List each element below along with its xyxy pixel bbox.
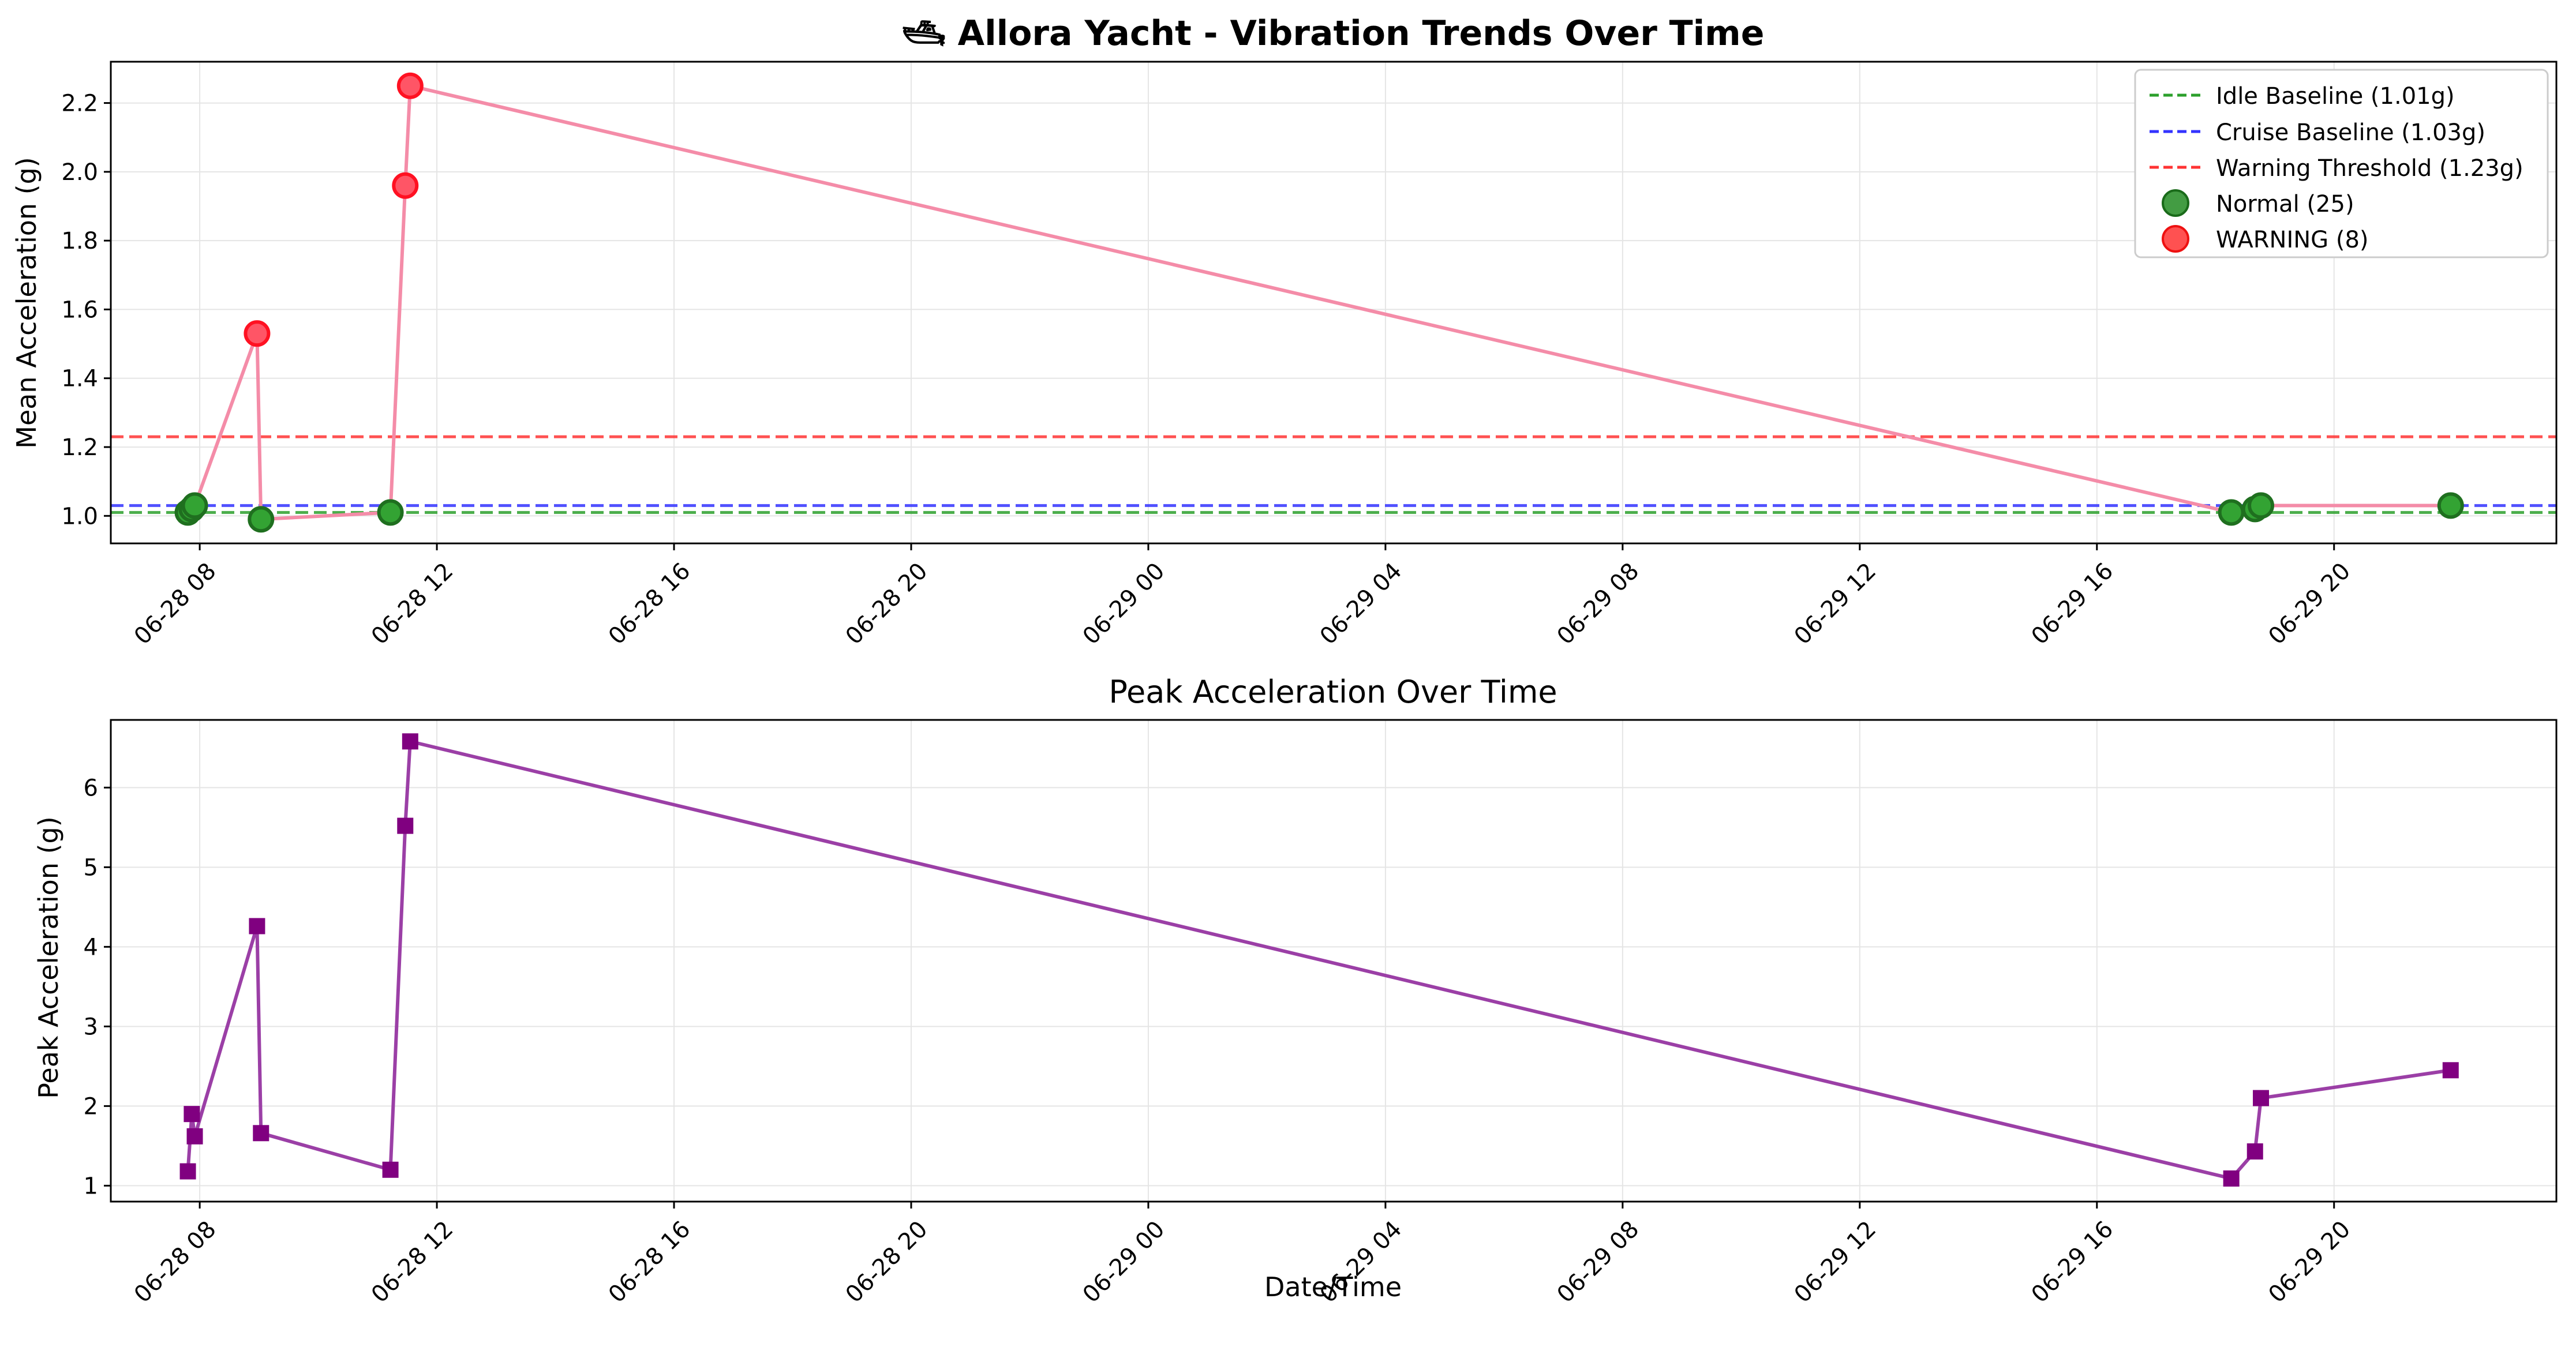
peak-y-tick-label: 2	[84, 1093, 98, 1120]
mean-point-warning	[392, 172, 419, 199]
mean-y-tick-label: 1.8	[61, 228, 98, 254]
mean-chart-title: 🛥 Allora Yacht - Vibration Trends Over T…	[902, 13, 1765, 54]
x-axis-label: Date/Time	[1264, 1271, 1402, 1303]
peak-y-axis-label: Peak Acceleration (g)	[33, 816, 64, 1098]
mean-plot-frame	[110, 61, 2558, 545]
peak-y-tick-label: 6	[84, 775, 98, 801]
peak-y-tick-label: 1	[84, 1173, 98, 1199]
peak-point	[179, 1163, 196, 1180]
mean-point-normal	[377, 499, 404, 526]
peak-point	[382, 1161, 399, 1178]
peak-plot-frame	[110, 719, 2558, 1203]
peak-point	[402, 733, 418, 750]
peak-point	[186, 1128, 203, 1144]
mean-y-tick-label: 1.0	[61, 503, 98, 530]
mean-y-tick-label: 2.2	[61, 91, 98, 117]
peak-point	[184, 1106, 200, 1123]
mean-series	[174, 72, 2464, 533]
mean-y-tick-label: 1.2	[61, 434, 98, 461]
mean-y-tick-label: 1.6	[61, 297, 98, 323]
peak-point	[2442, 1062, 2459, 1079]
mean-point-normal	[2218, 499, 2245, 526]
legend-label-cruise-baseline: Cruise Baseline (1.03g)	[2216, 119, 2485, 146]
peak-series	[179, 733, 2459, 1187]
mean-point-normal	[181, 492, 208, 519]
peak-y-tick-label: 4	[84, 934, 98, 960]
mean-y-tick-label: 1.4	[61, 366, 98, 392]
peak-point	[249, 918, 265, 935]
mean-point-warning	[244, 320, 271, 347]
peak-point	[253, 1125, 269, 1142]
peak-chart-title: Peak Acceleration Over Time	[1109, 674, 1557, 710]
legend-label-warning-threshold: Warning Threshold (1.23g)	[2216, 155, 2523, 182]
legend: Idle Baseline (1.01g) Cruise Baseline (1…	[2134, 69, 2549, 258]
mean-reference-lines	[111, 435, 2556, 514]
legend-label-normal: Normal (25)	[2216, 191, 2354, 217]
peak-point	[2223, 1170, 2240, 1187]
mean-y-axis-label: Mean Acceleration (g)	[11, 157, 42, 449]
mean-y-tick-label: 2.0	[61, 159, 98, 186]
mean-y-ticks: 1.0 1.2 1.4 1.6 1.8 2.0 2.2	[61, 91, 111, 530]
peak-point	[2253, 1090, 2270, 1106]
mean-point-warning	[396, 72, 424, 99]
peak-grid	[111, 720, 2556, 1202]
legend-swatch-warning	[2162, 225, 2189, 253]
mean-point-normal	[248, 506, 275, 533]
legend-swatch-normal	[2162, 189, 2189, 217]
peak-y-tick-label: 3	[84, 1014, 98, 1040]
peak-point	[2246, 1143, 2263, 1160]
legend-label-warning: WARNING (8)	[2216, 227, 2369, 253]
legend-label-idle-baseline: Idle Baseline (1.01g)	[2216, 83, 2455, 110]
mean-point-normal	[2248, 492, 2275, 519]
legend-box	[2134, 69, 2549, 258]
peak-point	[397, 817, 414, 834]
peak-y-tick-label: 5	[84, 854, 98, 881]
peak-y-ticks: 1 2 3 4 5 6	[84, 775, 111, 1199]
mean-point-normal	[2437, 492, 2464, 519]
